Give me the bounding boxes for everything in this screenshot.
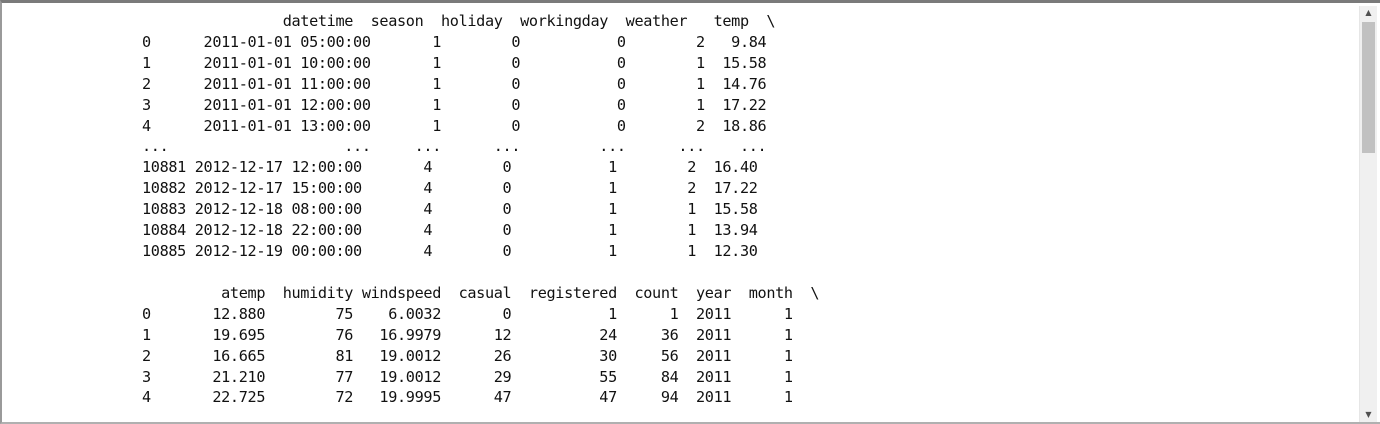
table1-row: 4 2011-01-01 13:00:00 1 0 0 2 18.86 <box>142 116 767 135</box>
table2-row: 1 19.695 76 16.9979 12 24 36 2011 1 <box>142 325 793 344</box>
table1-header: datetime season holiday workingday weath… <box>142 12 776 30</box>
table1-row: 10885 2012-12-19 00:00:00 4 0 1 1 12.30 <box>142 241 758 260</box>
table2-row: 2 16.665 81 19.0012 26 30 56 2011 1 <box>142 346 793 365</box>
table1-row: 10884 2012-12-18 22:00:00 4 0 1 1 13.94 <box>142 221 758 240</box>
triangle-down-icon[interactable]: ▼ <box>1365 410 1372 419</box>
table1-row: 3 2011-01-01 12:00:00 1 0 0 1 17.22 <box>142 95 767 114</box>
scrollbar-thumb[interactable] <box>1362 22 1375 153</box>
table2-row: 3 21.210 77 19.0012 29 55 84 2011 1 <box>142 367 793 386</box>
table1-row: 1 2011-01-01 10:00:00 1 0 0 1 15.58 <box>142 53 767 72</box>
triangle-up-icon[interactable]: ▲ <box>1365 8 1372 17</box>
table2-header: atemp humidity windspeed casual register… <box>142 283 820 302</box>
table1-row: 10881 2012-12-17 12:00:00 4 0 1 2 16.40 <box>142 158 758 177</box>
table2-row: 4 22.725 72 19.9995 47 47 94 2011 1 <box>142 388 793 407</box>
table1-row: 0 2011-01-01 05:00:00 1 0 0 2 9.84 <box>142 32 767 51</box>
table1-ellipsis-row: ... ... ... ... ... ... ... <box>142 137 767 156</box>
blank-line <box>142 262 1352 283</box>
table1-row: 10883 2012-12-18 08:00:00 4 0 1 1 15.58 <box>142 200 758 219</box>
output-area: datetime season holiday workingday weath… <box>142 11 1352 421</box>
table2-row: 0 12.880 75 6.0032 0 1 1 2011 1 <box>142 304 793 323</box>
table1-row: 2 2011-01-01 11:00:00 1 0 0 1 14.76 <box>142 74 767 93</box>
table1-row: 10882 2012-12-17 15:00:00 4 0 1 2 17.22 <box>142 179 758 198</box>
vertical-scrollbar[interactable]: ▲ ▼ <box>1359 6 1377 422</box>
